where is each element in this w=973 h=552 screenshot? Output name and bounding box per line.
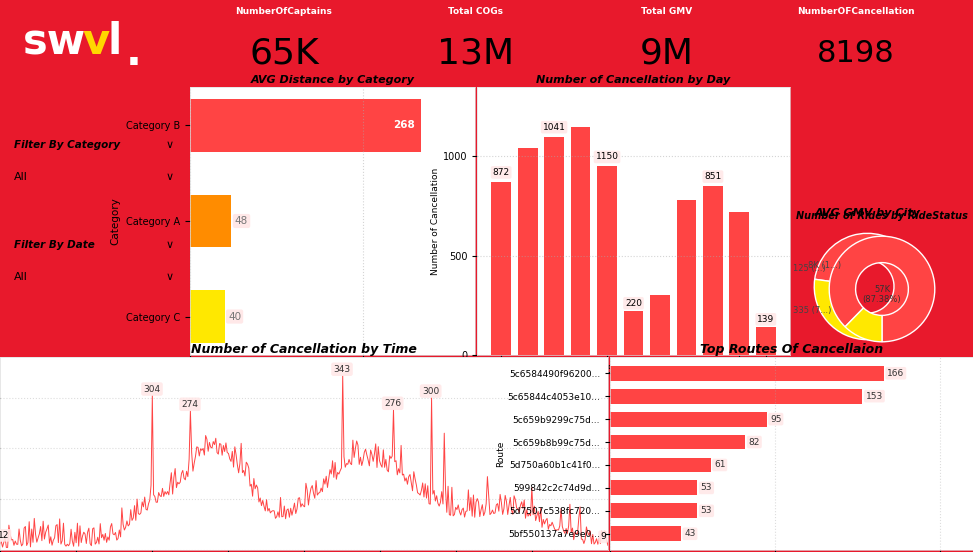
Text: 48: 48 <box>234 216 248 226</box>
Y-axis label: Category: Category <box>111 197 121 245</box>
Text: 268: 268 <box>393 120 414 130</box>
Bar <box>610 434 745 449</box>
Wedge shape <box>829 236 935 342</box>
Text: 8198: 8198 <box>817 39 895 67</box>
Text: 53: 53 <box>701 506 712 516</box>
Text: 220: 220 <box>625 299 642 308</box>
Bar <box>730 212 749 355</box>
Text: 276: 276 <box>384 399 401 408</box>
Bar <box>610 366 883 381</box>
Bar <box>610 458 710 473</box>
Text: 57K
(87.38%): 57K (87.38%) <box>863 285 901 304</box>
Text: 153: 153 <box>866 392 883 401</box>
Wedge shape <box>814 233 920 339</box>
Bar <box>703 186 723 355</box>
Text: Filter By Date: Filter By Date <box>14 240 94 250</box>
Bar <box>491 182 511 355</box>
X-axis label: Distance: Distance <box>309 380 355 390</box>
Bar <box>650 295 669 355</box>
Bar <box>610 480 698 495</box>
Text: 1150: 1150 <box>595 152 619 161</box>
Bar <box>610 412 767 427</box>
Text: 82: 82 <box>748 438 760 447</box>
Text: 9: 9 <box>600 532 606 542</box>
Text: v: v <box>83 22 110 63</box>
Bar <box>544 137 564 355</box>
Title: AVG Distance by Category: AVG Distance by Category <box>250 75 414 85</box>
Text: ∨: ∨ <box>166 140 174 150</box>
Y-axis label: Number of Cancellation: Number of Cancellation <box>431 167 440 275</box>
Text: 40: 40 <box>228 311 241 322</box>
Text: NumberOFCancellation: NumberOFCancellation <box>797 7 915 15</box>
Text: 43: 43 <box>684 529 696 538</box>
Text: 65K: 65K <box>249 36 319 70</box>
Text: 8K (1...): 8K (1...) <box>809 261 842 270</box>
Text: ∨: ∨ <box>166 172 174 183</box>
Y-axis label: Route: Route <box>495 440 505 466</box>
Title: Number of Cancellation by Time: Number of Cancellation by Time <box>191 343 417 356</box>
Text: 300: 300 <box>422 386 439 396</box>
Text: Total COGs: Total COGs <box>449 7 503 15</box>
Wedge shape <box>846 308 882 342</box>
Text: 125 (...): 125 (...) <box>793 263 826 273</box>
Title: Number of Cancellation by Day: Number of Cancellation by Day <box>536 75 731 85</box>
Wedge shape <box>814 279 867 339</box>
Bar <box>610 503 698 518</box>
Text: 139: 139 <box>757 315 775 324</box>
Title: Number of Rides by RideStatus: Number of Rides by RideStatus <box>796 211 968 221</box>
Text: 304: 304 <box>143 385 161 394</box>
Text: 343: 343 <box>334 365 350 374</box>
Text: ∨: ∨ <box>166 273 174 283</box>
Text: 9M: 9M <box>640 36 694 70</box>
Text: 274: 274 <box>182 400 198 409</box>
Text: All: All <box>14 172 28 183</box>
Text: Filter By Category: Filter By Category <box>14 140 120 150</box>
Bar <box>190 195 232 247</box>
Bar <box>624 311 643 355</box>
Text: sw: sw <box>22 22 86 63</box>
X-axis label: Day: Day <box>624 380 644 390</box>
Bar <box>597 166 617 355</box>
Title: Top Routes Of Cancellaion: Top Routes Of Cancellaion <box>700 343 883 356</box>
Bar <box>610 389 862 404</box>
Text: 1041: 1041 <box>543 123 565 132</box>
Text: 95: 95 <box>770 415 781 423</box>
Bar <box>518 148 537 355</box>
Text: 53: 53 <box>701 484 712 492</box>
Text: ∨: ∨ <box>166 240 174 250</box>
Bar <box>570 127 591 355</box>
Text: .: . <box>126 31 142 74</box>
Text: 13M: 13M <box>438 36 515 70</box>
Bar <box>756 327 775 355</box>
Bar <box>190 99 421 152</box>
Text: 166: 166 <box>887 369 905 378</box>
Bar <box>610 526 681 541</box>
Bar <box>190 290 225 343</box>
Text: All: All <box>14 273 28 283</box>
Text: Total GMV: Total GMV <box>641 7 693 15</box>
Title: AVG GMV by City: AVG GMV by City <box>814 208 920 218</box>
Text: l: l <box>107 22 122 63</box>
Text: 335 (7...): 335 (7...) <box>793 306 831 315</box>
Text: 872: 872 <box>492 168 510 177</box>
Text: 851: 851 <box>704 172 722 181</box>
Text: NumberOfCaptains: NumberOfCaptains <box>235 7 333 15</box>
Text: 12: 12 <box>0 531 10 540</box>
Text: 61: 61 <box>714 460 726 469</box>
Bar <box>676 200 697 355</box>
